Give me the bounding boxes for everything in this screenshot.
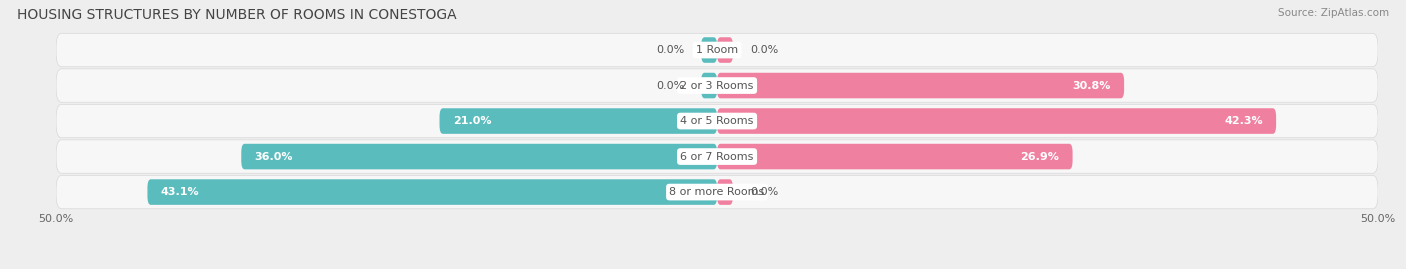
Text: 6 or 7 Rooms: 6 or 7 Rooms <box>681 151 754 162</box>
FancyBboxPatch shape <box>56 69 1378 102</box>
FancyBboxPatch shape <box>702 73 717 98</box>
Text: 8 or more Rooms: 8 or more Rooms <box>669 187 765 197</box>
FancyBboxPatch shape <box>717 37 733 63</box>
FancyBboxPatch shape <box>717 73 1125 98</box>
Text: 30.8%: 30.8% <box>1073 80 1111 91</box>
FancyBboxPatch shape <box>717 179 733 205</box>
FancyBboxPatch shape <box>56 33 1378 67</box>
Text: 0.0%: 0.0% <box>655 45 685 55</box>
FancyBboxPatch shape <box>56 175 1378 209</box>
Text: 21.0%: 21.0% <box>453 116 491 126</box>
FancyBboxPatch shape <box>440 108 717 134</box>
Text: 2 or 3 Rooms: 2 or 3 Rooms <box>681 80 754 91</box>
Text: 26.9%: 26.9% <box>1021 151 1059 162</box>
FancyBboxPatch shape <box>148 179 717 205</box>
FancyBboxPatch shape <box>56 104 1378 138</box>
FancyBboxPatch shape <box>717 144 1073 169</box>
FancyBboxPatch shape <box>242 144 717 169</box>
FancyBboxPatch shape <box>56 140 1378 173</box>
Text: 0.0%: 0.0% <box>751 187 779 197</box>
Text: 43.1%: 43.1% <box>160 187 200 197</box>
FancyBboxPatch shape <box>702 37 717 63</box>
Text: Source: ZipAtlas.com: Source: ZipAtlas.com <box>1278 8 1389 18</box>
Text: 1 Room: 1 Room <box>696 45 738 55</box>
Text: 4 or 5 Rooms: 4 or 5 Rooms <box>681 116 754 126</box>
Text: HOUSING STRUCTURES BY NUMBER OF ROOMS IN CONESTOGA: HOUSING STRUCTURES BY NUMBER OF ROOMS IN… <box>17 8 457 22</box>
Text: 0.0%: 0.0% <box>751 45 779 55</box>
Text: 0.0%: 0.0% <box>655 80 685 91</box>
Text: 36.0%: 36.0% <box>254 151 292 162</box>
FancyBboxPatch shape <box>717 108 1277 134</box>
Text: 42.3%: 42.3% <box>1225 116 1263 126</box>
